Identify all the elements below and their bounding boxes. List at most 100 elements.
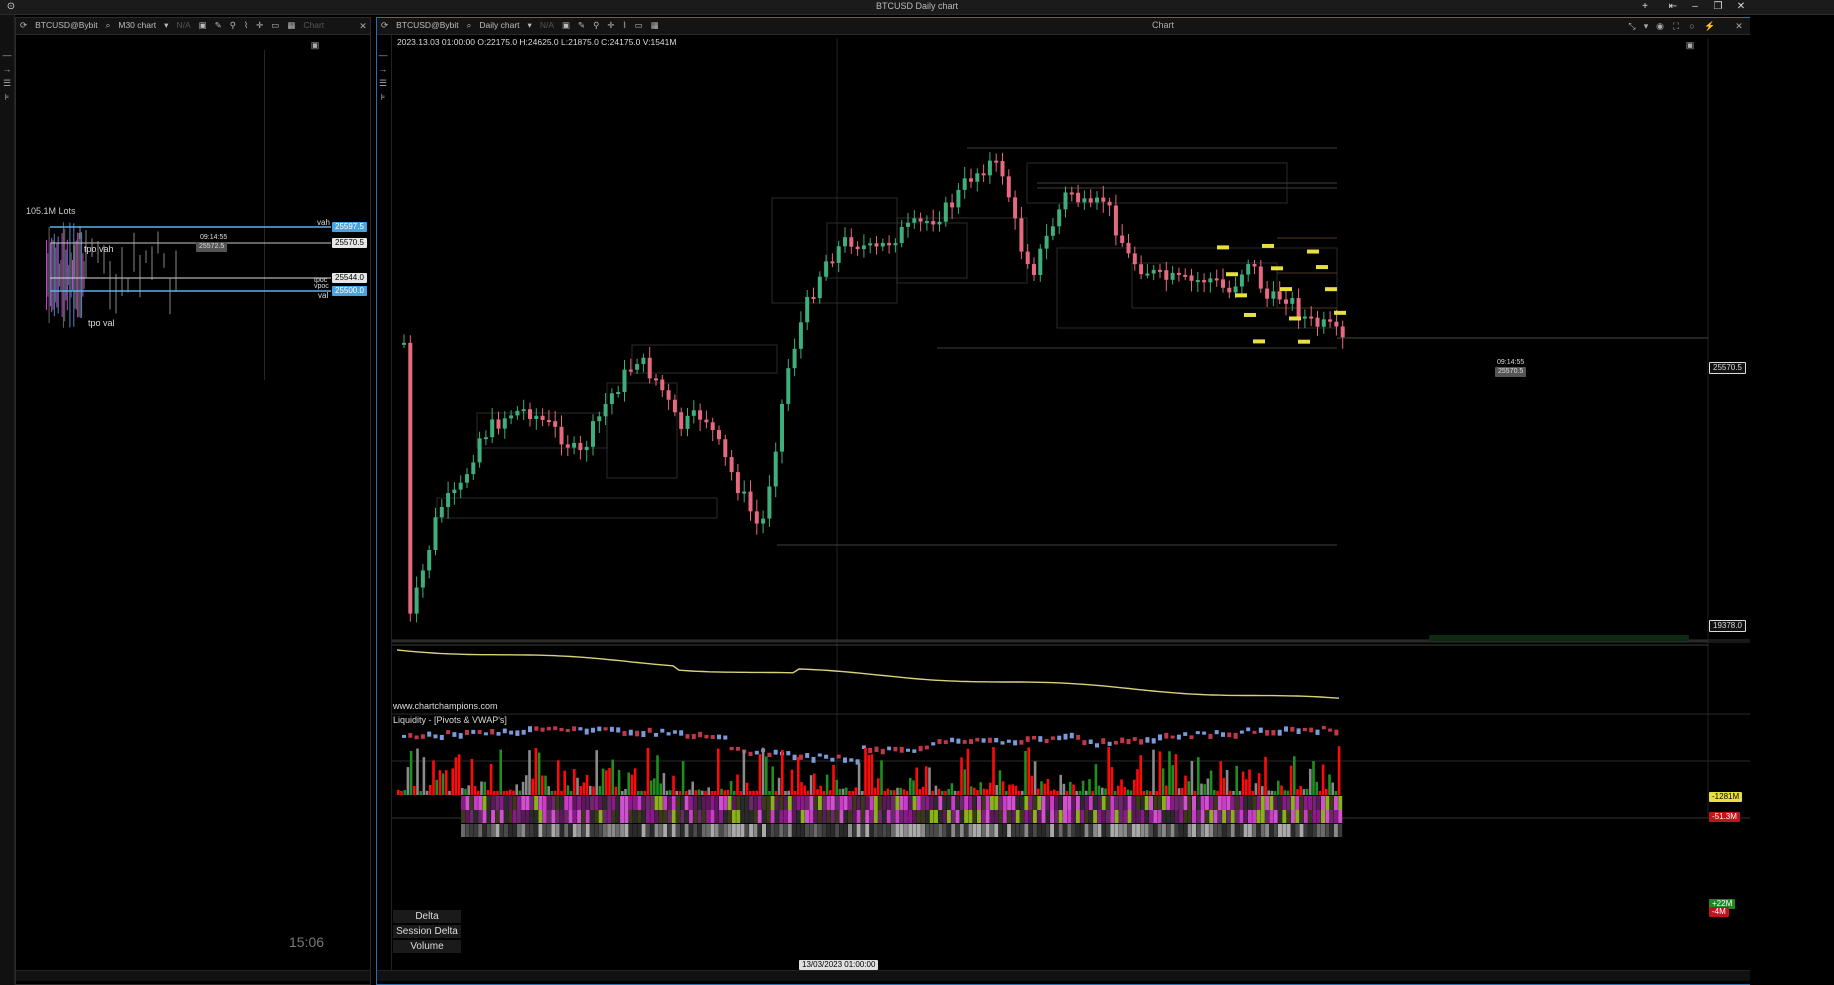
- delta-candle: [767, 752, 772, 758]
- delta-candle: [427, 731, 432, 737]
- profile-bar: [75, 240, 77, 310]
- delta-candle: [1107, 741, 1112, 746]
- candle-body: [1334, 321, 1339, 327]
- close-panel-icon[interactable]: ✕: [359, 21, 367, 31]
- dock-button[interactable]: ⇤: [1668, 1, 1678, 12]
- indicator-icon[interactable]: ⌇: [244, 20, 249, 30]
- grid-icon[interactable]: ▦: [287, 20, 296, 30]
- symbol-selector[interactable]: BTCUSD@Bybit: [396, 20, 459, 30]
- candle-body: [887, 242, 892, 246]
- grid-icon[interactable]: ▦: [650, 20, 659, 30]
- zoom-icon[interactable]: ⚲: [593, 20, 600, 30]
- collapse-panel-icon[interactable]: ▣: [310, 40, 320, 50]
- volume-bar: [1043, 783, 1046, 795]
- link-icon[interactable]: ⚡: [1704, 21, 1716, 31]
- delta-heat-cell: [710, 796, 715, 810]
- lines-tool-icon[interactable]: ☰: [378, 78, 388, 88]
- daily-price-chart[interactable]: [377, 38, 1750, 838]
- session-delta-heat-cell: [1144, 810, 1149, 823]
- volume-heat-cell: [611, 824, 616, 837]
- fib-tool-icon[interactable]: ⊧: [4, 92, 10, 102]
- fullscreen-icon[interactable]: ⛶: [1672, 21, 1680, 31]
- draw-tool-icon[interactable]: ⤡: [1628, 21, 1636, 31]
- delta-candle: [943, 740, 948, 745]
- delta-heat-cell: [1037, 796, 1042, 810]
- candle-body: [742, 491, 747, 494]
- daily-chart-panel[interactable]: ⟳ BTCUSD@Bybit ⌕ Daily chart ▾ N/A ▣ ✎ ⚲ ✛ ⌇ ▭ ▦ Cha…: [376, 17, 1751, 985]
- volume-bar: [697, 789, 701, 795]
- delta-heat-cell: [817, 796, 822, 810]
- search-icon[interactable]: ⌕: [466, 20, 472, 30]
- volume-heat-cell: [1153, 824, 1158, 837]
- session-delta-heat-cell: [1153, 810, 1158, 823]
- volume-bar: [739, 790, 742, 795]
- profile-bar: [69, 222, 71, 328]
- volume-heat-cell: [706, 824, 711, 837]
- volume-heat-cell: [671, 824, 676, 837]
- sync-icon[interactable]: ○: [1689, 21, 1695, 31]
- delta-candle: [843, 757, 847, 763]
- arrow-tool-icon[interactable]: →: [378, 64, 388, 74]
- pen-icon[interactable]: ✎: [578, 20, 586, 30]
- minimize-button[interactable]: –: [1692, 1, 1698, 12]
- delta-heat-cell: [654, 796, 659, 810]
- volume-bar: [925, 766, 928, 795]
- refresh-icon[interactable]: ⟳: [381, 20, 389, 30]
- close-panel-icon[interactable]: ✕: [1735, 21, 1743, 31]
- volume-bar: [713, 790, 717, 795]
- add-window-button[interactable]: +: [1642, 1, 1648, 12]
- camera-icon[interactable]: ◉: [1656, 21, 1664, 31]
- volume-heat-cell: [1235, 824, 1239, 837]
- crosshair-icon[interactable]: ✛: [256, 20, 264, 30]
- dropdown-icon[interactable]: ▾: [527, 20, 532, 30]
- delta-heat-cell: [749, 796, 754, 810]
- volume-bar: [1040, 781, 1043, 795]
- volume-bar: [825, 774, 829, 795]
- pen-icon[interactable]: ✎: [214, 20, 222, 30]
- m30-horizontal-scrollbar[interactable]: [16, 970, 370, 981]
- candle-body: [1309, 316, 1314, 319]
- session-delta-heat-cell: [658, 810, 663, 823]
- timeframe-selector[interactable]: Daily chart: [479, 20, 520, 30]
- monitor-icon[interactable]: ▣: [198, 20, 207, 30]
- symbol-selector[interactable]: BTCUSD@Bybit: [35, 20, 98, 30]
- delta-heat-cell: [633, 796, 637, 810]
- crosshair-icon[interactable]: ✛: [607, 20, 615, 30]
- monitor-icon[interactable]: ▣: [561, 20, 571, 30]
- volume-bar: [573, 768, 576, 795]
- close-window-button[interactable]: ✕: [1736, 1, 1746, 12]
- session-delta-heat-cell: [585, 810, 590, 823]
- lines-tool-icon[interactable]: ☰: [2, 78, 12, 88]
- daily-horizontal-scrollbar[interactable]: [377, 970, 1750, 981]
- m30-profile-chart[interactable]: [16, 50, 370, 380]
- indicator-icon[interactable]: ⌇: [622, 20, 627, 30]
- line-tool-icon[interactable]: —: [378, 50, 388, 60]
- collapse-panel-icon[interactable]: ▣: [1685, 40, 1695, 50]
- delta-candle: [1309, 727, 1314, 733]
- arrow-tool-icon[interactable]: →: [2, 64, 12, 74]
- fib-tool-icon[interactable]: ⊧: [380, 92, 386, 102]
- dropdown-icon[interactable]: ▾: [164, 20, 169, 30]
- timeframe-selector[interactable]: M30 chart: [118, 20, 157, 30]
- line-tool-icon[interactable]: —: [2, 50, 12, 60]
- zoom-icon[interactable]: ⚲: [229, 20, 237, 30]
- delta-heat-cell: [577, 796, 582, 810]
- candle-body: [647, 357, 652, 379]
- candle-body: [824, 261, 829, 277]
- template-icon[interactable]: ▭: [634, 20, 643, 30]
- na-indicator: N/A: [539, 20, 554, 30]
- volume-bar: [1206, 778, 1210, 795]
- candle-body: [906, 222, 910, 227]
- vah-price-tag: 25597.5: [332, 222, 367, 232]
- restore-button[interactable]: ❐: [1713, 1, 1723, 12]
- volume-bar: [685, 790, 688, 795]
- m30-chart-panel[interactable]: ⟳ BTCUSD@Bybit ⌕ M30 chart ▾ N/A ▣ ✎ ⚲ ⌇ ✛ ▭ ▦ Chart …: [3, 17, 371, 985]
- refresh-icon[interactable]: ⟳: [20, 20, 28, 30]
- volume-bar: [1024, 750, 1027, 795]
- search-icon[interactable]: ⌕: [105, 20, 111, 30]
- candle-body: [1189, 275, 1194, 281]
- template-icon[interactable]: ▭: [271, 20, 280, 30]
- settings-dropdown-icon[interactable]: ▾: [1643, 21, 1649, 31]
- profile-bar: [53, 233, 55, 317]
- volume-bar: [835, 779, 838, 795]
